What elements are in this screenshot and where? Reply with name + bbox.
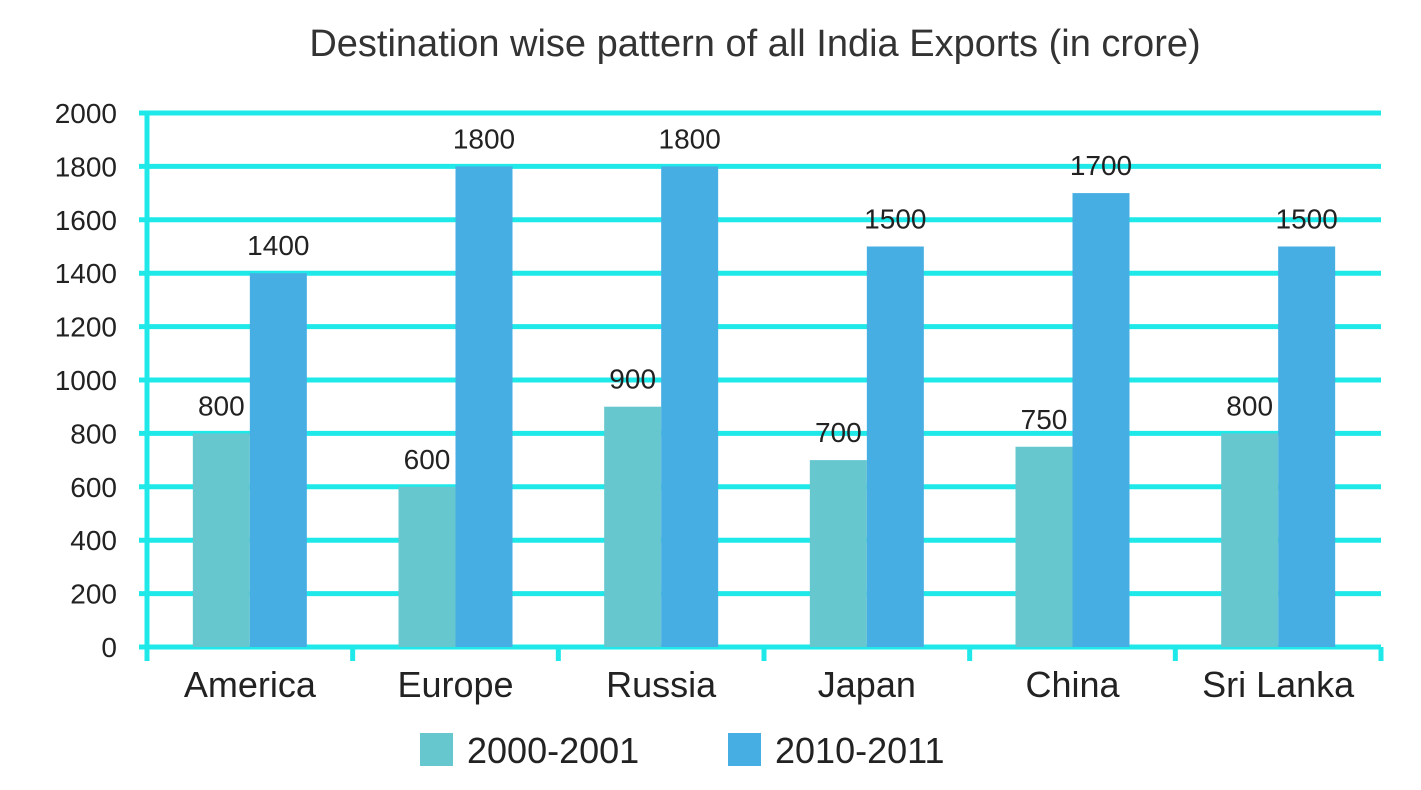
- y-tick-label: 600: [70, 472, 117, 503]
- y-tick-label: 1000: [55, 365, 117, 396]
- y-tick-label: 1400: [55, 258, 117, 289]
- bars: [192, 166, 1336, 647]
- grid-lines: [139, 110, 1384, 661]
- data-label: 900: [609, 364, 656, 395]
- legend-swatch: [420, 733, 453, 766]
- data-label: 1500: [1276, 204, 1338, 235]
- data-label: 700: [815, 417, 862, 448]
- x-tick-label: China: [1025, 664, 1120, 705]
- bar: [1015, 446, 1073, 647]
- y-tick-label: 1800: [55, 151, 117, 182]
- bar: [455, 166, 513, 647]
- y-tick-label: 2000: [55, 98, 117, 129]
- y-tick-label: 1200: [55, 312, 117, 343]
- y-tick-label: 0: [101, 632, 117, 663]
- bar: [192, 433, 250, 647]
- legend-label: 2000-2001: [467, 730, 639, 771]
- legend-swatch: [728, 733, 761, 766]
- y-tick-label: 1600: [55, 205, 117, 236]
- data-labels: 800 1400 600 1800 900 1800 700 1500 750 1700 800 15…: [198, 123, 1338, 474]
- y-tick-label: 400: [70, 525, 117, 556]
- x-tick-label: Japan: [818, 664, 916, 705]
- data-label: 1800: [453, 123, 515, 154]
- y-axis-ticks: 0 200 400 600 800 1000 1200 1400 1600 1800 2000: [55, 98, 117, 663]
- x-tick-label: Russia: [606, 664, 717, 705]
- chart-title: Destination wise pattern of all India Ex…: [309, 23, 1200, 65]
- data-label: 1700: [1070, 150, 1132, 181]
- bar: [398, 486, 456, 647]
- x-tick-label: Sri Lanka: [1202, 664, 1355, 705]
- bar: [866, 246, 924, 647]
- data-label: 1800: [659, 123, 721, 154]
- bar: [809, 460, 867, 647]
- y-tick-label: 200: [70, 579, 117, 610]
- data-label: 800: [1226, 390, 1273, 421]
- data-label: 800: [198, 390, 245, 421]
- bar: [604, 406, 662, 647]
- data-label: 750: [1021, 404, 1068, 435]
- x-axis-ticks: America Europe Russia Japan China Sri Lanka: [184, 664, 1355, 705]
- legend-label: 2010-2011: [775, 730, 945, 771]
- y-tick-label: 800: [70, 418, 117, 449]
- x-tick-label: America: [184, 664, 317, 705]
- x-tick-label: Europe: [397, 664, 513, 705]
- bar: [1278, 246, 1336, 647]
- bar: [661, 166, 719, 647]
- data-label: 1500: [864, 204, 926, 235]
- bar: [249, 273, 307, 647]
- data-label: 1400: [247, 230, 309, 261]
- bar: [1072, 193, 1130, 647]
- data-label: 600: [404, 444, 451, 475]
- bar: [1221, 433, 1279, 647]
- legend: 2000-2001 2010-2011: [420, 730, 945, 771]
